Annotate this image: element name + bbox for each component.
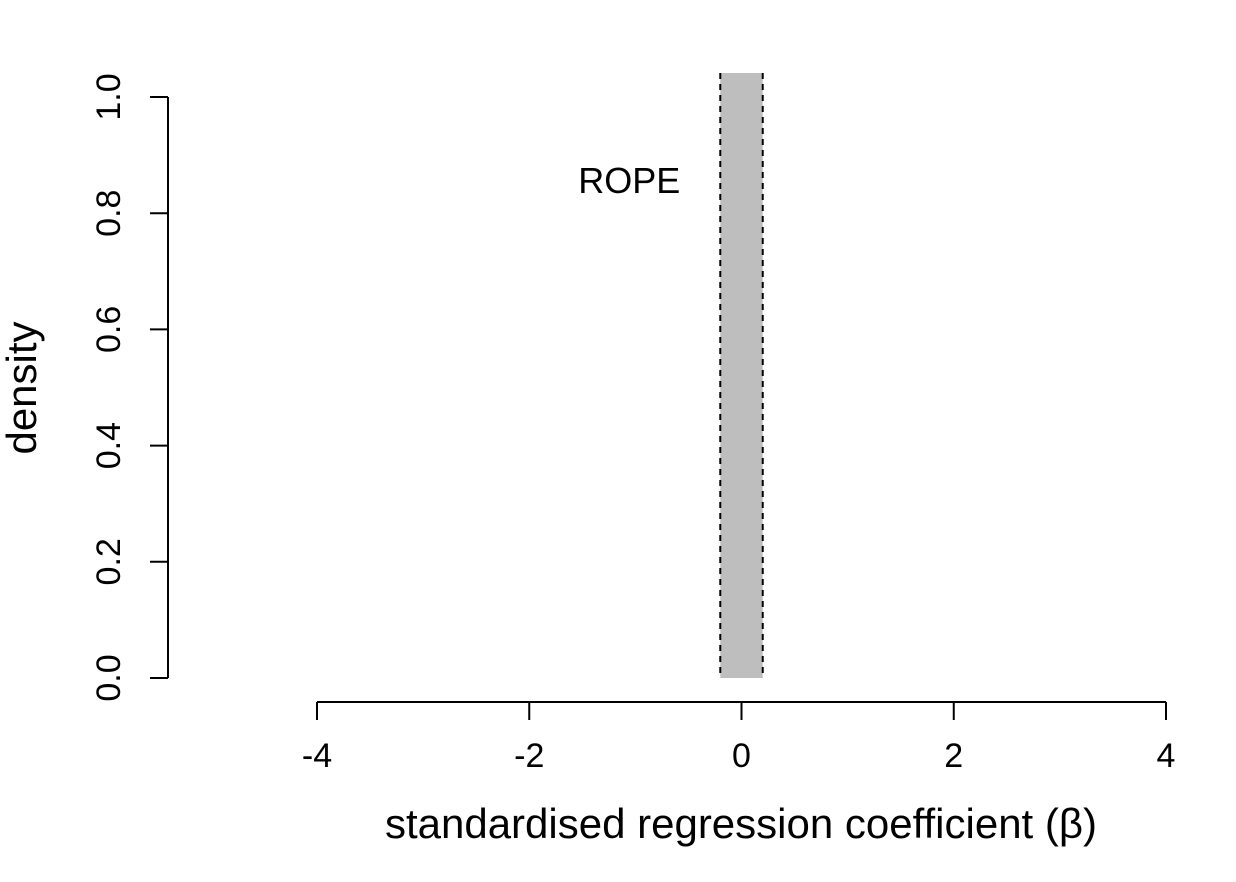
y-tick-label: 1.0 (90, 73, 128, 120)
x-tick-label: 2 (944, 737, 963, 775)
x-tick-label: -2 (514, 737, 544, 775)
rope-label: ROPE (578, 160, 680, 201)
y-axis-title: density (0, 321, 45, 454)
x-tick-label: 4 (1157, 737, 1176, 775)
x-axis: -4 -2 0 2 4 (302, 701, 1176, 775)
rope-region (719, 73, 764, 678)
y-axis: 0.0 0.2 0.4 0.6 0.8 1.0 (90, 73, 169, 702)
x-tick-label: -4 (302, 737, 332, 775)
y-tick-label: 0.6 (90, 306, 128, 353)
y-tick-label: 0.2 (90, 538, 128, 585)
x-axis-title: standardised regression coefficient (β) (385, 800, 1097, 847)
rope-band (720, 73, 763, 678)
y-tick-label: 0.8 (90, 190, 128, 237)
y-tick-label: 0.0 (90, 654, 128, 701)
y-tick-label: 0.4 (90, 422, 128, 469)
x-tick-label: 0 (732, 737, 751, 775)
